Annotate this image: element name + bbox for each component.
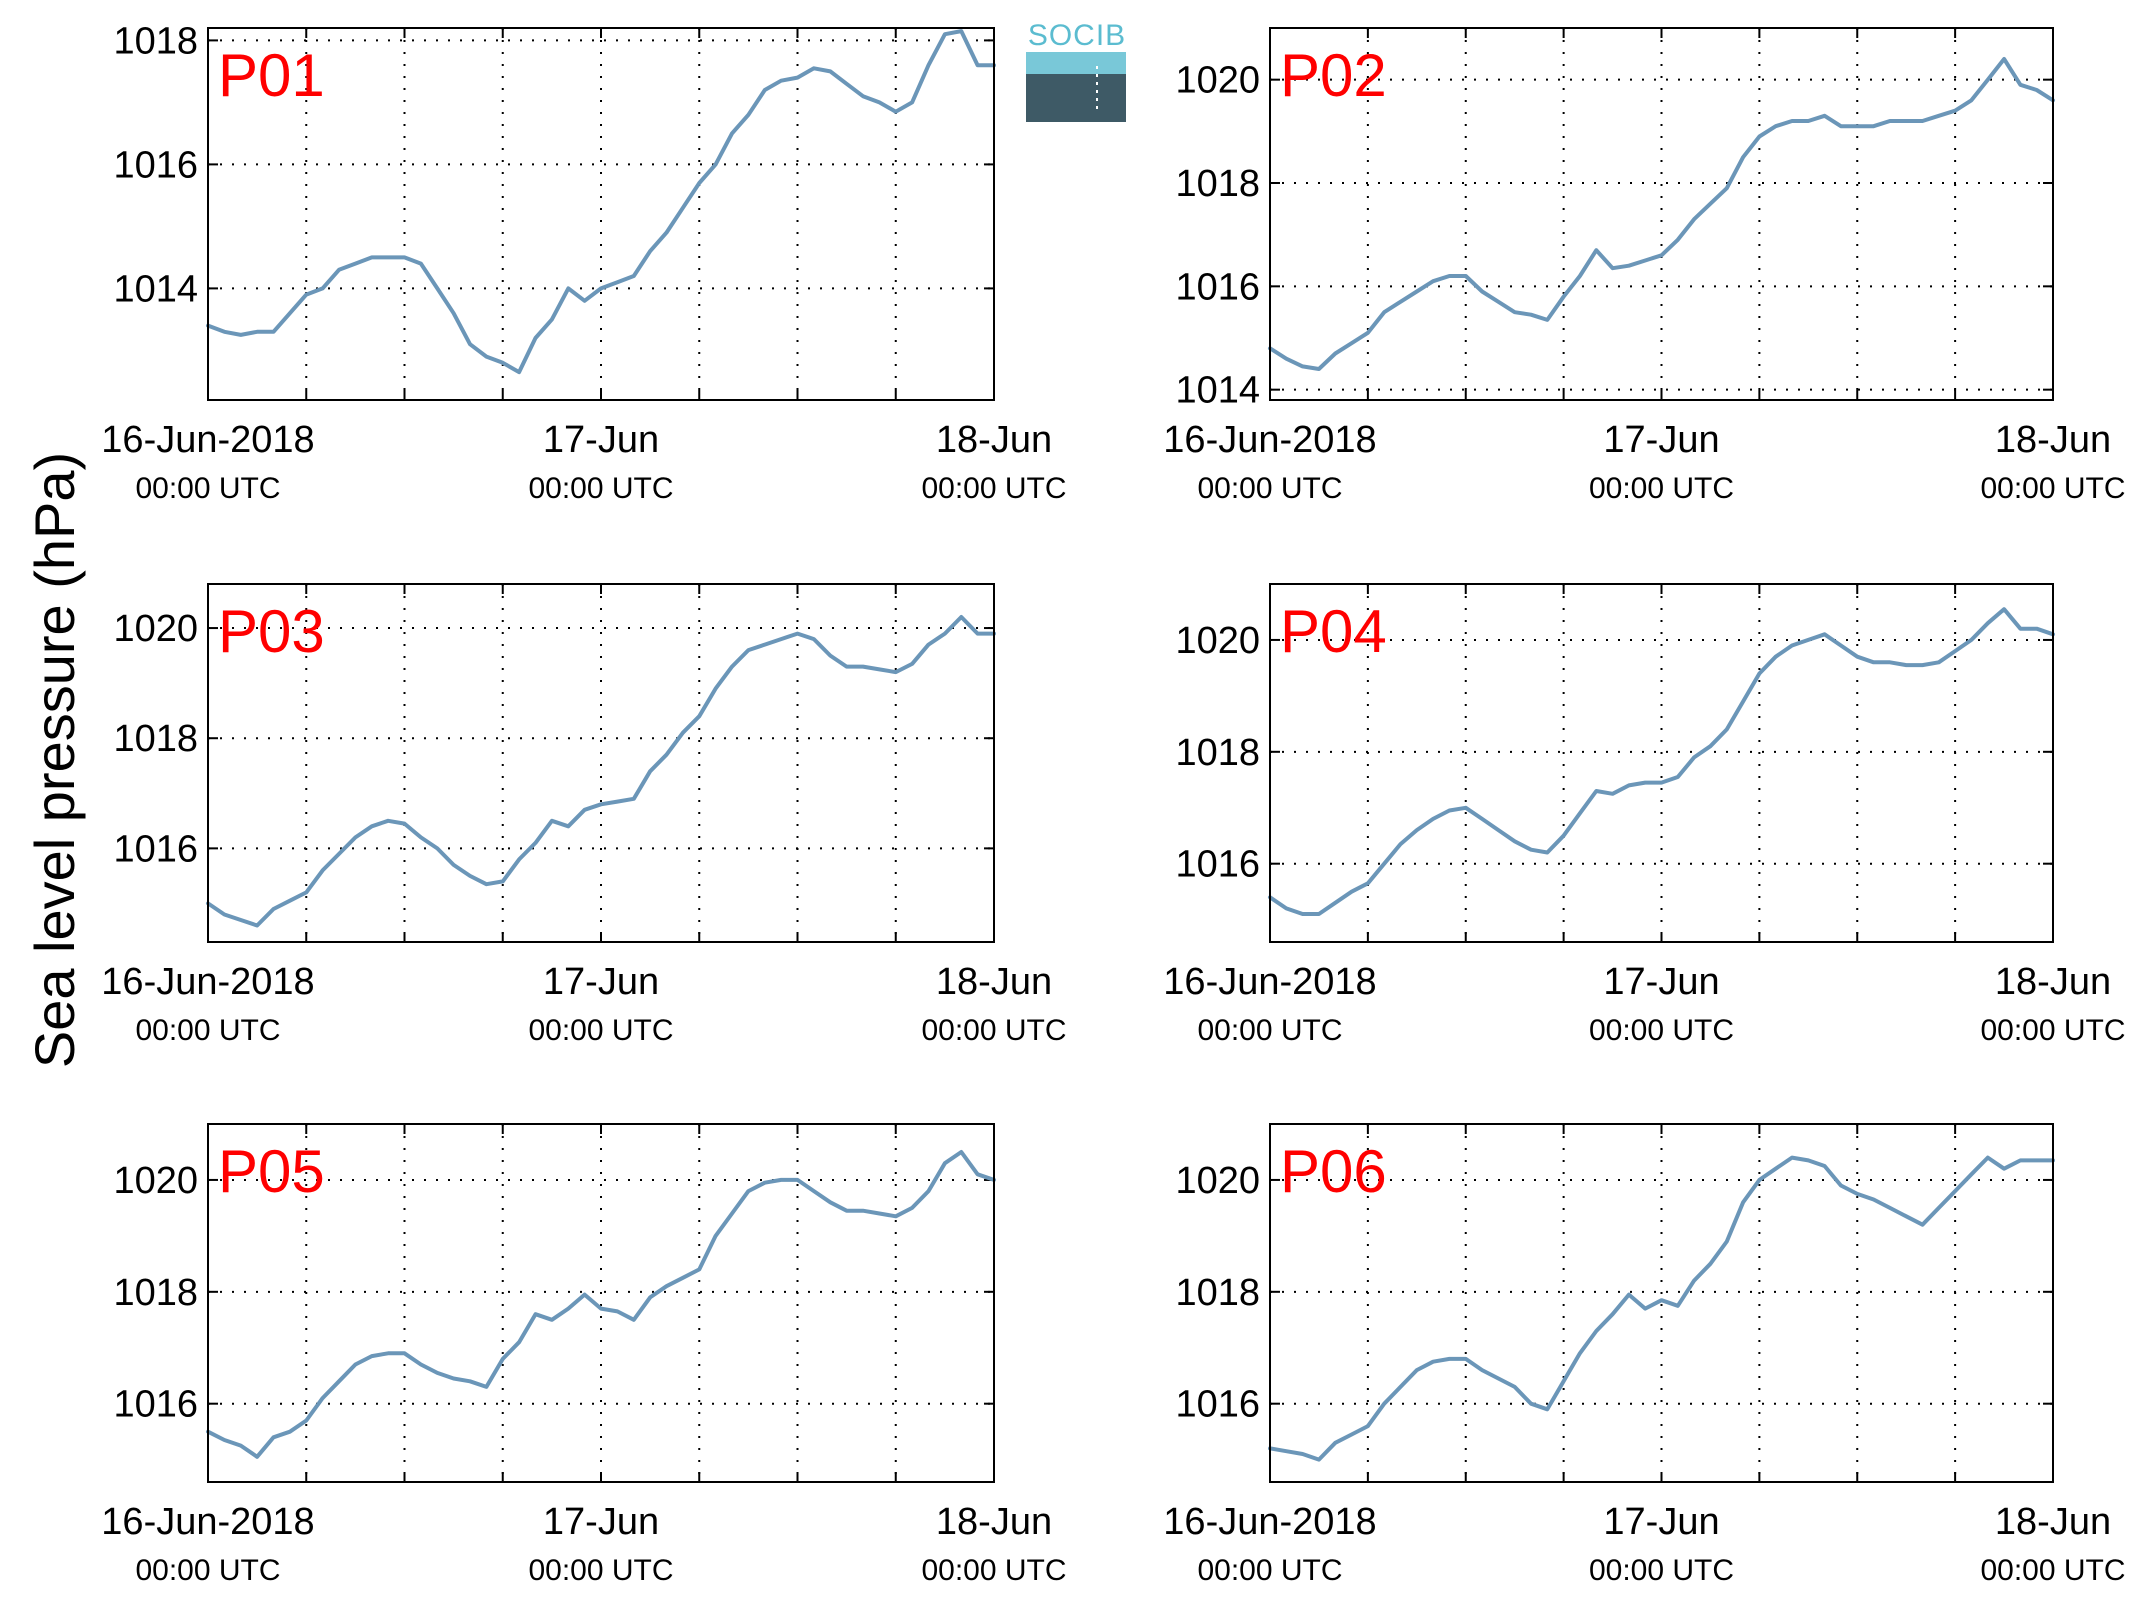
x-tick-sublabel: 00:00 UTC bbox=[1197, 1554, 1342, 1587]
x-tick-label: 17-Jun bbox=[1603, 961, 1719, 1003]
plot-frame bbox=[1269, 1123, 2054, 1483]
panel-title-p05: P05 bbox=[218, 1138, 325, 1205]
logo-body bbox=[1026, 74, 1126, 122]
chart-p01: 1014 1016 1018 16-Jun-2018 00:00 UTC 17-Jun 00… bbox=[101, 20, 1066, 505]
plot-frame bbox=[207, 1123, 995, 1483]
x-tick-sublabel: 00:00 UTC bbox=[135, 1554, 280, 1587]
x-tick-sublabel: 00:00 UTC bbox=[921, 1014, 1066, 1047]
x-tick-label: 16-Jun-2018 bbox=[101, 1501, 314, 1543]
x-tick-label: 18-Jun bbox=[1995, 961, 2111, 1003]
panel-title-p04: P04 bbox=[1280, 598, 1387, 665]
x-tick-label: 18-Jun bbox=[936, 1501, 1052, 1543]
x-tick-sublabel: 00:00 UTC bbox=[921, 1554, 1066, 1587]
x-tick-sublabel: 00:00 UTC bbox=[921, 472, 1066, 505]
x-tick-label: 17-Jun bbox=[543, 961, 659, 1003]
x-tick-sublabel: 00:00 UTC bbox=[1197, 1014, 1342, 1047]
series-line-p01 bbox=[206, 29, 996, 375]
x-tick-label: 16-Jun-2018 bbox=[1163, 961, 1376, 1003]
chart-p05: 1016 1018 1020 16-Jun-2018 00:00 UTC 17-Jun 00… bbox=[101, 1123, 1067, 1587]
x-tick-label: 17-Jun bbox=[543, 419, 659, 461]
plot-frame bbox=[207, 27, 995, 401]
x-tick-label: 18-Jun bbox=[1995, 1501, 2111, 1543]
x-tick-label: 17-Jun bbox=[1603, 419, 1719, 461]
x-tick-label: 18-Jun bbox=[936, 961, 1052, 1003]
y-tick-label: 1016 bbox=[113, 144, 198, 186]
logo-wave bbox=[1026, 52, 1126, 74]
y-tick-label: 1018 bbox=[1175, 163, 1260, 205]
x-tick-sublabel: 00:00 UTC bbox=[1980, 1014, 2125, 1047]
y-axis-label: Sea level pressure (hPa) bbox=[23, 452, 86, 1068]
x-tick-sublabel: 00:00 UTC bbox=[528, 1014, 673, 1047]
y-tick-label: 1018 bbox=[1175, 1272, 1260, 1314]
y-tick-label: 1018 bbox=[113, 20, 198, 62]
series-line-p05 bbox=[206, 1150, 996, 1459]
logo-text: SOCIB bbox=[1028, 19, 1126, 52]
y-tick-label: 1016 bbox=[1175, 844, 1260, 886]
x-tick-label: 16-Jun-2018 bbox=[101, 961, 314, 1003]
chart-p06: 1016 1018 1020 16-Jun-2018 00:00 UTC 17-Jun 00… bbox=[1163, 1123, 2126, 1587]
y-tick-label: 1014 bbox=[113, 268, 198, 310]
chart-panels: 1014 1016 1018 16-Jun-2018 00:00 UTC 17-Jun 00… bbox=[101, 20, 2125, 1587]
panel-title-p01: P01 bbox=[218, 42, 325, 109]
y-tick-label: 1020 bbox=[1175, 1160, 1260, 1202]
x-tick-sublabel: 00:00 UTC bbox=[1589, 1014, 1734, 1047]
chart-p04: 1016 1018 1020 16-Jun-2018 00:00 UTC 17-Jun 00… bbox=[1163, 583, 2126, 1047]
x-tick-label: 18-Jun bbox=[1995, 419, 2111, 461]
x-tick-sublabel: 00:00 UTC bbox=[1589, 1554, 1734, 1587]
panel-title-p06: P06 bbox=[1280, 1138, 1387, 1205]
x-tick-sublabel: 00:00 UTC bbox=[528, 472, 673, 505]
x-tick-label: 17-Jun bbox=[543, 1501, 659, 1543]
panel-title-p02: P02 bbox=[1280, 42, 1387, 109]
series-line-p03 bbox=[206, 615, 996, 928]
x-tick-sublabel: 00:00 UTC bbox=[1197, 472, 1342, 505]
plot-frame bbox=[1269, 27, 2054, 401]
series-line-p02 bbox=[1268, 57, 2055, 371]
plot-frame bbox=[207, 583, 995, 943]
chart-p03: 1016 1018 1020 16-Jun-2018 00:00 UTC 17-Jun 00… bbox=[101, 583, 1067, 1047]
y-tick-label: 1018 bbox=[113, 718, 198, 760]
y-tick-label: 1018 bbox=[113, 1272, 198, 1314]
chart-p02: 1014 1016 1018 1020 16-Jun-2018 00:00 UTC 17-J… bbox=[1163, 27, 2126, 505]
series-line-p06 bbox=[1268, 1155, 2055, 1462]
x-tick-label: 16-Jun-2018 bbox=[1163, 1501, 1376, 1543]
socib-logo: SOCIB bbox=[1026, 19, 1126, 122]
x-tick-sublabel: 00:00 UTC bbox=[1980, 472, 2125, 505]
x-tick-sublabel: 00:00 UTC bbox=[528, 1554, 673, 1587]
y-tick-label: 1014 bbox=[1175, 370, 1260, 412]
y-tick-label: 1016 bbox=[113, 828, 198, 870]
x-tick-label: 16-Jun-2018 bbox=[101, 419, 314, 461]
x-tick-label: 16-Jun-2018 bbox=[1163, 419, 1376, 461]
y-tick-label: 1020 bbox=[1175, 60, 1260, 102]
y-tick-label: 1020 bbox=[1175, 620, 1260, 662]
plot-frame bbox=[1269, 583, 2054, 943]
y-tick-label: 1018 bbox=[1175, 732, 1260, 774]
x-tick-label: 17-Jun bbox=[1603, 1501, 1719, 1543]
x-tick-sublabel: 00:00 UTC bbox=[135, 472, 280, 505]
x-tick-sublabel: 00:00 UTC bbox=[1589, 472, 1734, 505]
x-tick-sublabel: 00:00 UTC bbox=[135, 1014, 280, 1047]
x-tick-label: 18-Jun bbox=[936, 419, 1052, 461]
y-tick-label: 1016 bbox=[1175, 1384, 1260, 1426]
y-tick-label: 1020 bbox=[113, 608, 198, 650]
y-tick-label: 1020 bbox=[113, 1160, 198, 1202]
x-tick-sublabel: 00:00 UTC bbox=[1980, 1554, 2125, 1587]
y-tick-label: 1016 bbox=[1175, 266, 1260, 308]
panel-title-p03: P03 bbox=[218, 598, 325, 665]
series-line-p04 bbox=[1268, 607, 2055, 916]
y-tick-label: 1016 bbox=[113, 1384, 198, 1426]
